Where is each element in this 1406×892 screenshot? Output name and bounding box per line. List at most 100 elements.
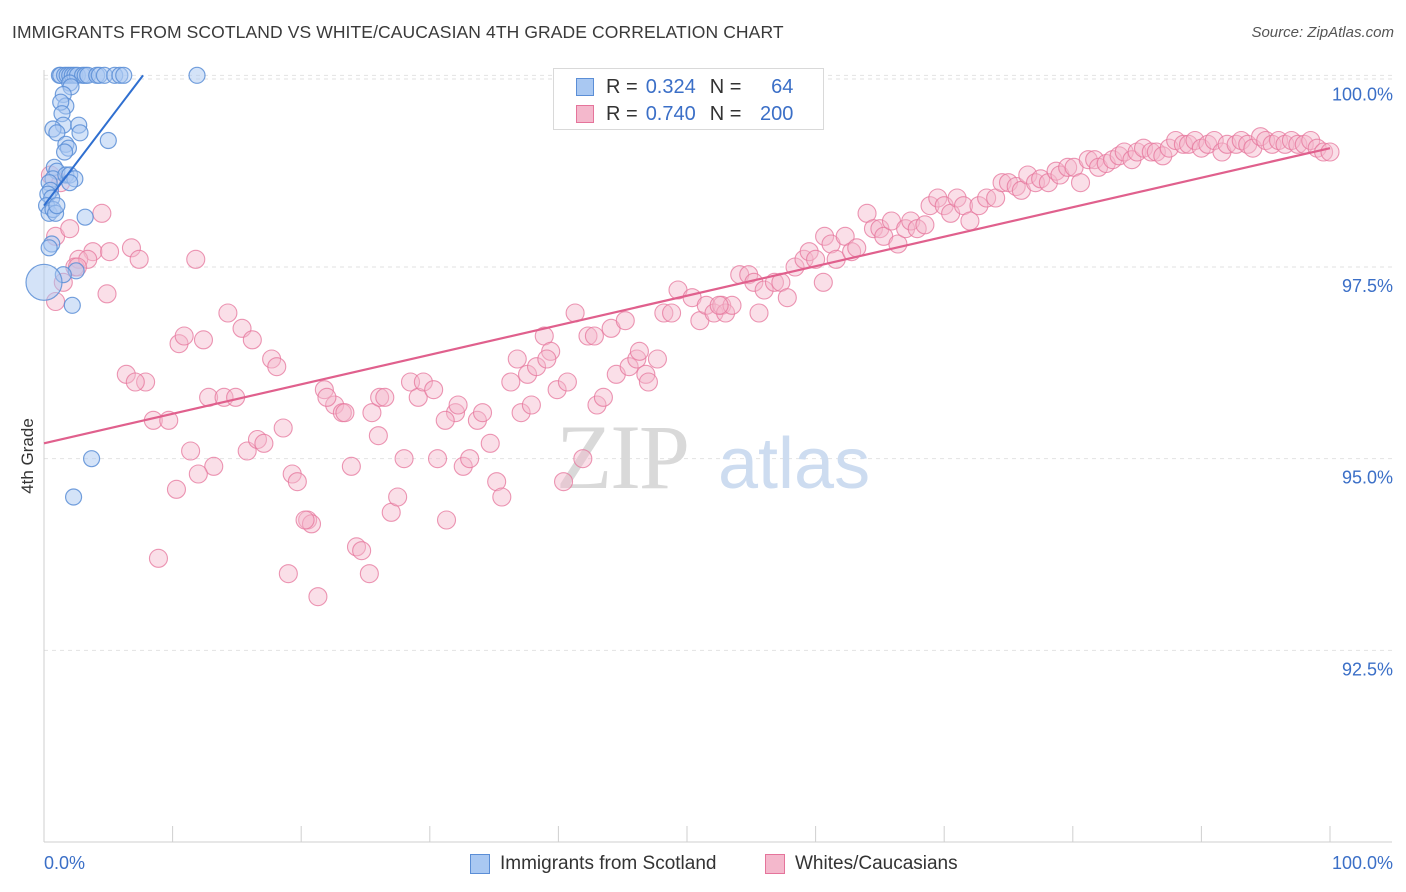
- blue-point: [115, 66, 133, 84]
- pink-point: [1038, 173, 1058, 193]
- pink-point: [863, 219, 884, 239]
- pink-point: [1070, 173, 1091, 193]
- pink-point: [915, 215, 935, 235]
- pink-point: [1109, 146, 1129, 166]
- legend-r-label: R =: [606, 75, 638, 98]
- pink-point: [121, 238, 141, 258]
- y-tick-label: 100.0%: [1332, 84, 1393, 104]
- pink-point: [267, 357, 287, 377]
- pink-point: [97, 284, 117, 304]
- pink-point: [716, 303, 736, 323]
- pink-point: [148, 548, 169, 568]
- pink-point: [901, 211, 921, 231]
- pink-point: [526, 357, 547, 377]
- pink-point: [511, 403, 531, 423]
- pink-point: [1251, 127, 1271, 147]
- pink-point: [749, 303, 769, 323]
- pink-point: [308, 587, 328, 607]
- pink-point: [100, 242, 120, 262]
- x-tick-label-min: 0.0%: [44, 853, 85, 873]
- x-tick-label-max: 100.0%: [1332, 853, 1393, 873]
- pink-point: [314, 380, 334, 400]
- blue-point: [64, 488, 83, 506]
- pink-point: [521, 395, 541, 415]
- pink-point: [799, 242, 819, 262]
- pink-point: [928, 188, 948, 208]
- pink-point: [453, 456, 473, 476]
- pink-point: [1173, 134, 1193, 154]
- pink-point: [317, 387, 337, 407]
- pink-point: [813, 272, 833, 292]
- pink-point: [1018, 165, 1038, 185]
- pink-point: [362, 403, 382, 423]
- pink-point: [947, 188, 967, 208]
- pink-point: [537, 349, 557, 369]
- pink-point: [1046, 161, 1066, 181]
- blue-point: [63, 296, 81, 314]
- grid-lines: [44, 74, 1392, 651]
- blue-point: [48, 124, 66, 142]
- pink-point: [325, 395, 345, 415]
- y-tick-label: 97.5%: [1342, 276, 1393, 296]
- pink-point: [186, 249, 206, 269]
- legend-r-value: 0.740: [645, 102, 696, 125]
- pink-point: [181, 441, 201, 461]
- pink-point: [654, 303, 674, 323]
- pink-point: [218, 303, 238, 323]
- blue-point: [55, 143, 74, 161]
- pink-point: [1301, 130, 1321, 151]
- pink-point: [424, 380, 444, 400]
- pink-point: [627, 349, 647, 369]
- pink-point: [435, 410, 455, 430]
- pink-point: [1078, 150, 1098, 170]
- pink-point: [60, 219, 80, 239]
- pink-point: [629, 341, 649, 361]
- blue-point: [188, 66, 206, 84]
- pink-point: [341, 456, 361, 476]
- correlation-legend: R = 0.324 N = 64 R = 0.740 N = 200: [553, 68, 824, 130]
- pink-point: [375, 387, 395, 407]
- watermark-zip: ZIP: [556, 406, 688, 508]
- bottom-legend-label-whites: Whites/Caucasians: [795, 853, 958, 874]
- pink-point: [501, 372, 521, 392]
- pink-point: [394, 449, 414, 469]
- pink-point: [436, 510, 457, 530]
- pink-point: [295, 510, 315, 530]
- pink-point: [593, 387, 613, 407]
- trend-lines: [43, 74, 1331, 445]
- pink-point: [547, 380, 567, 400]
- pink-point: [242, 330, 262, 350]
- pink-point: [448, 395, 468, 415]
- pink-point: [1006, 176, 1026, 197]
- pink-point: [969, 196, 989, 216]
- pink-point: [709, 295, 729, 315]
- y-tick-label: 95.0%: [1342, 468, 1393, 488]
- pink-point: [136, 372, 156, 392]
- pink-point: [287, 472, 307, 492]
- pink-point: [346, 537, 367, 557]
- pink-point: [408, 387, 428, 407]
- pink-point: [254, 433, 274, 453]
- blue-point: [76, 208, 94, 226]
- blue-point: [61, 174, 79, 192]
- pink-point: [1185, 130, 1205, 151]
- watermark-atlas: atlas: [718, 424, 870, 504]
- pink-point: [1058, 157, 1078, 177]
- bottom-legend-label-scotland: Immigrants from Scotland: [500, 853, 717, 874]
- pink-point: [125, 372, 145, 392]
- pink-point: [480, 433, 500, 453]
- pink-point: [1159, 138, 1179, 158]
- legend-r-value: 0.324: [645, 75, 696, 98]
- legend-row-whites: R = 0.740 N = 200: [576, 101, 793, 127]
- pink-point: [584, 326, 604, 346]
- pink-point: [174, 326, 194, 346]
- pink-point: [1288, 134, 1308, 154]
- pink-point: [370, 387, 390, 407]
- legend-n-value: 200: [760, 102, 794, 125]
- watermark: ZIP atlas: [556, 406, 870, 508]
- pink-point: [992, 173, 1012, 193]
- blue-point: [40, 239, 58, 257]
- pink-point: [557, 372, 577, 392]
- pink-point: [1153, 146, 1173, 166]
